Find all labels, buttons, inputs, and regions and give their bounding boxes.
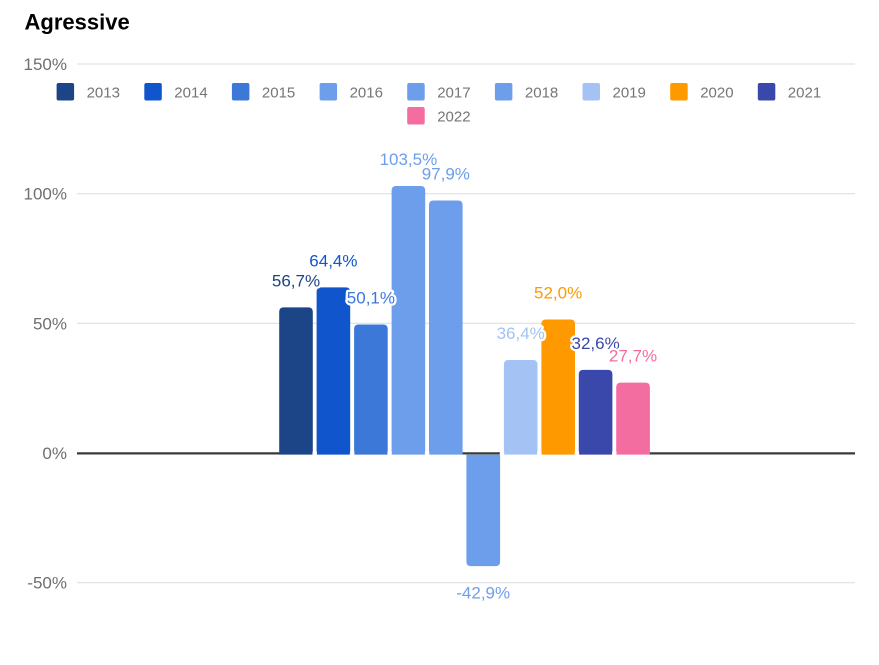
svg-text:2016: 2016 [350,85,383,102]
svg-text:56,7%: 56,7% [272,271,320,290]
svg-text:2018: 2018 [525,85,558,102]
svg-text:2020: 2020 [700,85,733,102]
svg-text:2022: 2022 [437,109,470,126]
svg-text:2013: 2013 [87,85,120,102]
svg-text:-50%: -50% [27,574,67,593]
svg-text:64,4%: 64,4% [309,251,357,270]
svg-text:2015: 2015 [262,85,295,102]
svg-text:52,0%: 52,0% [534,284,582,303]
svg-text:0%: 0% [42,444,67,463]
svg-text:32,6%: 32,6% [571,334,619,353]
svg-text:27,7%: 27,7% [609,347,657,366]
svg-text:97,9%: 97,9% [422,165,470,184]
svg-text:2014: 2014 [174,85,207,102]
svg-text:50%: 50% [33,314,67,333]
svg-text:150%: 150% [24,55,67,74]
svg-text:100%: 100% [24,185,67,204]
svg-text:-42,9%: -42,9% [456,584,510,603]
svg-text:2019: 2019 [613,85,646,102]
svg-text:36,4%: 36,4% [497,324,545,343]
svg-text:50,1%: 50,1% [347,289,395,308]
svg-text:2021: 2021 [788,85,821,102]
svg-text:103,5%: 103,5% [380,150,438,169]
svg-text:2017: 2017 [437,85,470,102]
svg-text:Agressive: Agressive [25,10,130,35]
